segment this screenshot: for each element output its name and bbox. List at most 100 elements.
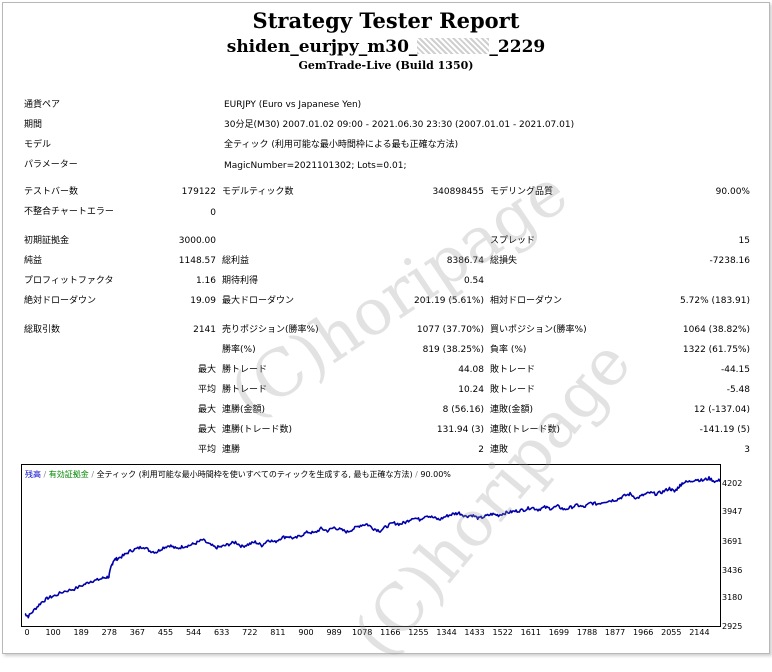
balance-series-line bbox=[24, 476, 733, 619]
x-tick-label: 1344 bbox=[436, 628, 457, 637]
x-tick-label: 1877 bbox=[604, 628, 626, 637]
report-build: GemTrade-Live (Build 1350) bbox=[298, 59, 474, 72]
y-tick-label: 4202 bbox=[722, 479, 743, 488]
loss-trades-label: 負率 (%) bbox=[490, 345, 527, 355]
profit-trades-value: 819 (38.25%) bbox=[422, 345, 484, 355]
info-label-symbol: 通貨ペア bbox=[24, 100, 61, 110]
legend-equity: 有効証拠金 bbox=[48, 470, 89, 479]
bars-label: テストバー数 bbox=[24, 187, 79, 197]
average-profit-label: 勝トレード bbox=[222, 385, 268, 395]
x-tick-label: 278 bbox=[101, 628, 117, 637]
max-consecutive-loss-label: 連敗(トレード数) bbox=[490, 425, 561, 435]
y-tick-label: 3947 bbox=[722, 507, 743, 516]
x-tick-label: 1788 bbox=[576, 628, 598, 637]
info-value-symbol: EURJPY (Euro vs Japanese Yen) bbox=[224, 100, 362, 110]
deposit-value: 3000.00 bbox=[178, 236, 216, 246]
y-tick-label: 2925 bbox=[722, 622, 743, 631]
x-tick-label: 1255 bbox=[408, 628, 429, 637]
ticks-value: 340898455 bbox=[432, 187, 484, 197]
x-tick-label: 0 bbox=[24, 628, 30, 637]
quality-value: 90.00% bbox=[715, 187, 750, 197]
largest-loss-label: 敗トレード bbox=[490, 365, 536, 375]
x-tick-label: 2055 bbox=[661, 628, 682, 637]
long-positions-value: 1064 (38.82%) bbox=[682, 325, 750, 335]
x-tick-label: 1611 bbox=[520, 628, 541, 637]
expected-payoff-value: 0.54 bbox=[463, 276, 484, 286]
x-tick-label: 367 bbox=[129, 628, 146, 637]
quality-label: モデリング品質 bbox=[490, 187, 554, 197]
x-tick-label: 189 bbox=[73, 628, 89, 637]
loss-trades-value: 1322 (61.75%) bbox=[682, 345, 750, 355]
total-trades-label: 総取引数 bbox=[24, 325, 61, 335]
maximal-drawdown-label: 最大ドローダウン bbox=[222, 296, 295, 306]
relative-drawdown-label: 相対ドローダウン bbox=[490, 296, 563, 306]
profit-trades-label: 勝率(%) bbox=[222, 345, 256, 355]
gross-loss-label: 総損失 bbox=[490, 256, 518, 266]
info-value-period: 30分足(M30) 2007.01.02 09:00 - 2021.06.30 … bbox=[224, 120, 575, 130]
max-consecutive-losses-label: 連敗(金額) bbox=[490, 405, 534, 415]
largest-prefix: 最大 bbox=[197, 365, 216, 375]
y-tick-label: 3436 bbox=[722, 566, 743, 575]
net-value: 1148.57 bbox=[178, 256, 216, 266]
max-consecutive-wins-value: 8 (56.16) bbox=[442, 405, 484, 415]
report-name-suffix: _2229 bbox=[489, 37, 546, 57]
max-consecutive-loss-value: -141.19 (5) bbox=[699, 425, 750, 435]
info-value-parameters: MagicNumber=2021101302; Lots=0.01; bbox=[224, 161, 407, 171]
maximal-drawdown-value: 201.19 (5.61%) bbox=[414, 296, 484, 306]
x-tick-label: 1699 bbox=[548, 628, 570, 637]
legend-balance: 残高 bbox=[25, 470, 41, 479]
x-tick-label: 1966 bbox=[633, 628, 654, 637]
absolute-drawdown-label: 絶対ドローダウン bbox=[24, 296, 97, 306]
max-consecutive-wins-label: 連勝(金額) bbox=[222, 405, 266, 415]
x-tick-label: 900 bbox=[298, 628, 314, 637]
max-consecutive-prefix-2: 最大 bbox=[197, 425, 216, 435]
x-tick-label: 1166 bbox=[380, 628, 401, 637]
gross-profit-value: 8386.74 bbox=[446, 256, 484, 266]
balance-chart bbox=[21, 464, 733, 627]
x-tick-label: 2144 bbox=[689, 628, 710, 637]
x-tick-label: 100 bbox=[45, 628, 61, 637]
x-tick-label: 722 bbox=[242, 628, 258, 637]
spread-value: 15 bbox=[738, 236, 750, 246]
mismatch-label: 不整合チャートエラー bbox=[24, 207, 114, 217]
info-label-parameters: パラメーター bbox=[24, 160, 78, 170]
average-consecutive-wins-label: 連勝 bbox=[222, 445, 241, 455]
mismatch-value: 0 bbox=[210, 208, 216, 218]
legend-model: 全ティック (利用可能な最小時間枠を使いすべてのティックを生成する, 最も正確な… bbox=[96, 470, 413, 479]
expected-payoff-label: 期待利得 bbox=[222, 276, 259, 286]
profit-factor-value: 1.16 bbox=[195, 276, 216, 286]
ticks-label: モデルティック数 bbox=[222, 187, 294, 197]
bars-value: 179122 bbox=[181, 187, 216, 197]
long-positions-label: 買いポジション(勝率%) bbox=[490, 325, 587, 335]
max-consecutive-profit-label: 連勝(トレード数) bbox=[222, 425, 293, 435]
average-consecutive-losses-label: 連敗 bbox=[490, 445, 509, 455]
max-consecutive-profit-value: 131.94 (3) bbox=[436, 425, 484, 435]
x-tick-label: 811 bbox=[270, 628, 286, 637]
x-tick-label: 1078 bbox=[352, 628, 373, 637]
average-loss-value: -5.48 bbox=[726, 385, 750, 395]
x-tick-label: 989 bbox=[326, 628, 342, 637]
average-consecutive-wins-value: 2 bbox=[478, 445, 484, 455]
info-value-model: 全ティック (利用可能な最小時間枠による最も正確な方法) bbox=[224, 140, 459, 150]
spread-label: スプレッド bbox=[490, 236, 536, 246]
x-tick-label: 544 bbox=[185, 628, 202, 637]
deposit-label: 初期証拠金 bbox=[24, 236, 70, 246]
profit-factor-label: プロフィットファクタ bbox=[24, 276, 114, 286]
info-label-period: 期間 bbox=[24, 120, 43, 130]
absolute-drawdown-value: 19.09 bbox=[190, 296, 216, 306]
total-trades-value: 2141 bbox=[193, 325, 216, 335]
report-frame bbox=[2, 2, 770, 654]
average-loss-label: 敗トレード bbox=[490, 385, 536, 395]
x-tick-label: 633 bbox=[214, 628, 230, 637]
average-profit-value: 10.24 bbox=[458, 385, 484, 395]
balance-chart-svg bbox=[24, 476, 733, 619]
average-prefix: 平均 bbox=[197, 385, 216, 395]
x-tick-label: 1433 bbox=[464, 628, 485, 637]
report-title: Strategy Tester Report bbox=[252, 8, 520, 33]
legend-quality: 90.00% bbox=[420, 470, 451, 479]
short-positions-value: 1077 (37.70%) bbox=[416, 325, 484, 335]
report-name-prefix: shiden_eurjpy_m30_ bbox=[226, 37, 418, 57]
y-tick-label: 3180 bbox=[722, 593, 743, 602]
y-tick-label: 3691 bbox=[722, 537, 743, 546]
largest-profit-value: 44.08 bbox=[458, 365, 484, 375]
